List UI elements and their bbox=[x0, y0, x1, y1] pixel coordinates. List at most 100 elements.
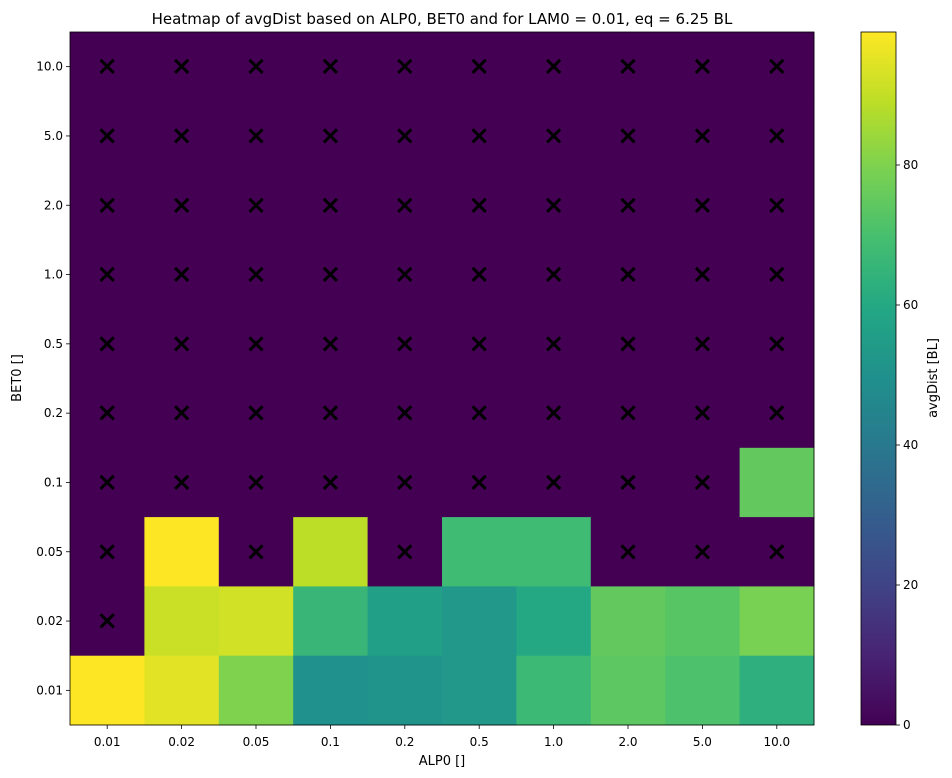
failed-marker: × bbox=[96, 606, 118, 636]
heatmap-cell bbox=[293, 517, 368, 587]
heatmap-cell bbox=[590, 447, 666, 518]
heatmap-cell bbox=[367, 32, 443, 102]
heatmap-cell bbox=[144, 32, 220, 102]
failed-marker: × bbox=[468, 121, 490, 151]
failed-marker: × bbox=[245, 121, 267, 151]
heatmap-cell bbox=[442, 32, 517, 102]
colorbar-tick-label: 60 bbox=[903, 298, 918, 312]
heatmap-cells bbox=[70, 32, 815, 726]
failed-marker: × bbox=[692, 190, 714, 220]
heatmap-cell bbox=[739, 101, 815, 171]
heatmap-cell bbox=[739, 517, 815, 587]
heatmap-cell bbox=[442, 378, 517, 449]
failed-marker: × bbox=[692, 260, 714, 290]
failed-marker: × bbox=[543, 467, 565, 497]
failed-marker: × bbox=[468, 52, 490, 82]
heatmap-cell bbox=[665, 447, 740, 518]
heatmap-cell bbox=[442, 239, 517, 310]
heatmap-cell bbox=[70, 170, 145, 241]
heatmap-cell bbox=[293, 239, 368, 310]
failed-marker: × bbox=[766, 260, 788, 290]
failed-marker: × bbox=[543, 260, 565, 290]
failed-marker: × bbox=[245, 537, 267, 567]
heatmap-cell bbox=[70, 309, 145, 379]
y-tick-label: 0.2 bbox=[44, 406, 63, 420]
heatmap-cell bbox=[144, 517, 220, 587]
failed-marker: × bbox=[96, 537, 118, 567]
failed-marker: × bbox=[766, 398, 788, 428]
heatmap-cell bbox=[665, 655, 740, 726]
failed-marker: × bbox=[692, 329, 714, 359]
failed-marker: × bbox=[468, 467, 490, 497]
failed-marker: × bbox=[245, 398, 267, 428]
heatmap-cell bbox=[516, 586, 592, 657]
failed-marker: × bbox=[692, 52, 714, 82]
heatmap-cell bbox=[665, 517, 740, 587]
y-axis-label: BET0 [] bbox=[10, 354, 25, 402]
heatmap-cell bbox=[367, 517, 443, 587]
colorbar-tick-label: 20 bbox=[903, 578, 918, 592]
heatmap-cell bbox=[293, 655, 368, 726]
heatmap-cell bbox=[442, 517, 517, 587]
heatmap-cell bbox=[442, 101, 517, 171]
failed-marker: × bbox=[617, 329, 639, 359]
failed-marker: × bbox=[617, 467, 639, 497]
failed-marker: × bbox=[468, 260, 490, 290]
heatmap-cell bbox=[516, 32, 592, 102]
heatmap-cell bbox=[739, 586, 815, 657]
heatmap-cell bbox=[739, 447, 815, 518]
heatmap-cell bbox=[442, 586, 517, 657]
heatmap-cell bbox=[590, 101, 666, 171]
heatmap-cell bbox=[70, 32, 145, 102]
heatmap-cell bbox=[367, 170, 443, 241]
failed-marker: × bbox=[245, 190, 267, 220]
failed-marker: × bbox=[320, 398, 342, 428]
heatmap-cell bbox=[367, 309, 443, 379]
failed-marker: × bbox=[617, 398, 639, 428]
heatmap-cell bbox=[293, 309, 368, 379]
failed-marker: × bbox=[320, 260, 342, 290]
failed-marker: × bbox=[320, 467, 342, 497]
heatmap-cell bbox=[144, 239, 220, 310]
heatmap-cell bbox=[739, 655, 815, 726]
plot-frame bbox=[69, 31, 815, 726]
y-tick-label: 2.0 bbox=[44, 198, 63, 212]
colorbar bbox=[860, 31, 897, 726]
heatmap-cell bbox=[739, 170, 815, 241]
heatmap-cell bbox=[590, 378, 666, 449]
failed-marker: × bbox=[468, 190, 490, 220]
heatmap-cell bbox=[218, 655, 294, 726]
failed-marker: × bbox=[171, 190, 193, 220]
heatmap-cell bbox=[665, 32, 740, 102]
failed-marker: × bbox=[766, 537, 788, 567]
colorbar-label: avgDist [BL] bbox=[926, 338, 941, 418]
failed-marker: × bbox=[171, 121, 193, 151]
failed-marker: × bbox=[96, 121, 118, 151]
heatmap-cell bbox=[367, 655, 443, 726]
failed-marker: × bbox=[394, 52, 416, 82]
heatmap-cell bbox=[218, 170, 294, 241]
colorbar-ticks: 0 20 40 60 80 bbox=[896, 158, 918, 732]
heatmap-cell bbox=[218, 101, 294, 171]
x-tick-label: 5.0 bbox=[693, 735, 712, 749]
heatmap-cell bbox=[70, 655, 145, 726]
y-tick-label: 10.0 bbox=[36, 60, 63, 74]
failed-marker: × bbox=[171, 398, 193, 428]
heatmap-cell bbox=[516, 309, 592, 379]
heatmap-cell bbox=[293, 101, 368, 171]
heatmap-cell bbox=[665, 170, 740, 241]
heatmap-cell bbox=[590, 586, 666, 657]
heatmap-cell bbox=[144, 378, 220, 449]
failed-marker: × bbox=[543, 190, 565, 220]
chart-title: Heatmap of avgDist based on ALP0, BET0 a… bbox=[152, 10, 733, 28]
heatmap-cell bbox=[293, 170, 368, 241]
failed-marker: × bbox=[96, 329, 118, 359]
heatmap-cell bbox=[70, 517, 145, 587]
failed-marker: × bbox=[245, 467, 267, 497]
heatmap-cell bbox=[70, 378, 145, 449]
failed-marker: × bbox=[171, 329, 193, 359]
heatmap-cell bbox=[442, 309, 517, 379]
y-tick-label: 0.5 bbox=[44, 337, 63, 351]
heatmap-cell bbox=[144, 447, 220, 518]
